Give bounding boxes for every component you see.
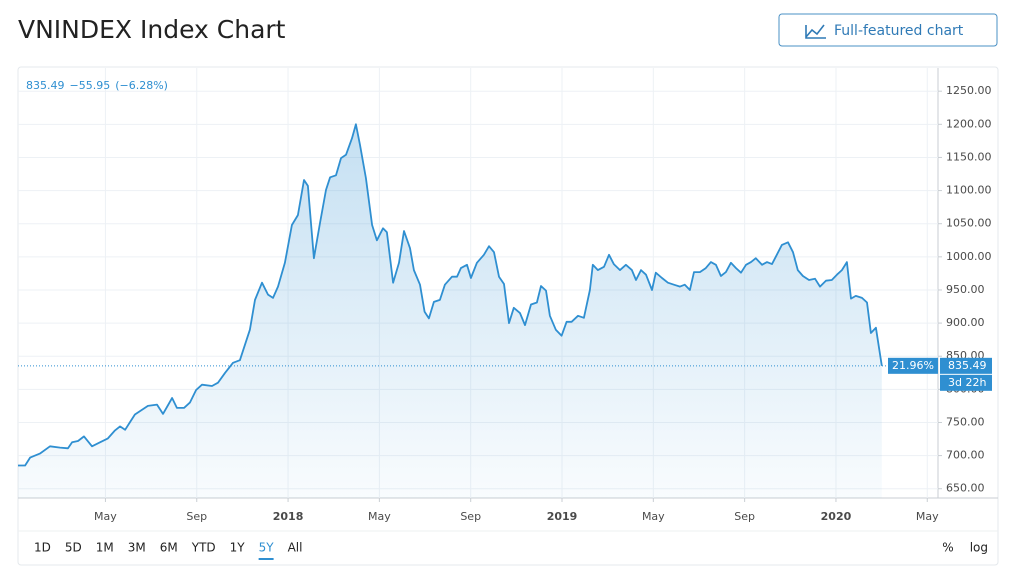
- range-button[interactable]: 1D: [34, 541, 51, 555]
- y-tick-label: 1200.00: [946, 117, 992, 130]
- percent-box: [888, 357, 938, 374]
- last-price-box: [940, 357, 992, 374]
- legend: 835.49 −55.95 (−6.28%): [26, 79, 168, 92]
- x-tick-label: Sep: [734, 510, 755, 523]
- y-tick-label: 750.00: [946, 415, 985, 428]
- y-tick-label: 1050.00: [946, 217, 992, 230]
- price-line: [18, 123, 883, 467]
- button-icon: [805, 24, 826, 39]
- legend-change: −55.95: [70, 79, 111, 92]
- y-tick-label: 950.00: [946, 283, 985, 296]
- y-tick-label: 1150.00: [946, 150, 992, 163]
- range-button[interactable]: YTD: [191, 541, 216, 555]
- y-tick-label: 700.00: [946, 449, 985, 462]
- scale-button[interactable]: %: [942, 541, 953, 555]
- percent-label: 21.96%: [892, 359, 934, 372]
- countdown-box: [940, 374, 992, 391]
- x-tick-label: May: [368, 510, 391, 523]
- legend-change-pct: (−6.28%): [115, 79, 168, 92]
- y-tick-label: 900.00: [946, 316, 985, 329]
- area-fill: [18, 124, 882, 499]
- countdown-label: 3d 22h: [948, 376, 986, 389]
- range-button[interactable]: All: [288, 541, 303, 555]
- x-tick-label: May: [642, 510, 665, 523]
- x-tick-label: May: [916, 510, 939, 523]
- y-tick-label: 650.00: [946, 482, 985, 495]
- x-tick-label: Sep: [186, 510, 207, 523]
- x-tick-label: 2019: [547, 510, 578, 523]
- x-tick-label: 2020: [821, 510, 852, 523]
- last-price-label: 835.49: [948, 359, 987, 372]
- range-button[interactable]: 6M: [160, 541, 178, 555]
- x-tick-label: Sep: [460, 510, 481, 523]
- page-title: VNINDEX Index Chart: [18, 15, 286, 44]
- x-tick-label: May: [94, 510, 117, 523]
- range-button[interactable]: 1Y: [230, 541, 246, 555]
- range-button[interactable]: 1M: [96, 541, 114, 555]
- legend-price: 835.49: [26, 79, 65, 92]
- button-label[interactable]: Full-featured chart: [834, 23, 964, 39]
- range-button[interactable]: 5Y: [259, 541, 275, 555]
- range-button[interactable]: 5D: [65, 541, 82, 555]
- scale-button[interactable]: log: [970, 541, 988, 555]
- y-tick-label: 1100.00: [946, 184, 992, 197]
- y-tick-label: 1000.00: [946, 250, 992, 263]
- range-button[interactable]: 3M: [128, 541, 146, 555]
- full-chart-button[interactable]: [778, 13, 998, 47]
- x-tick-label: 2018: [273, 510, 304, 523]
- y-tick-label: 1250.00: [946, 84, 992, 97]
